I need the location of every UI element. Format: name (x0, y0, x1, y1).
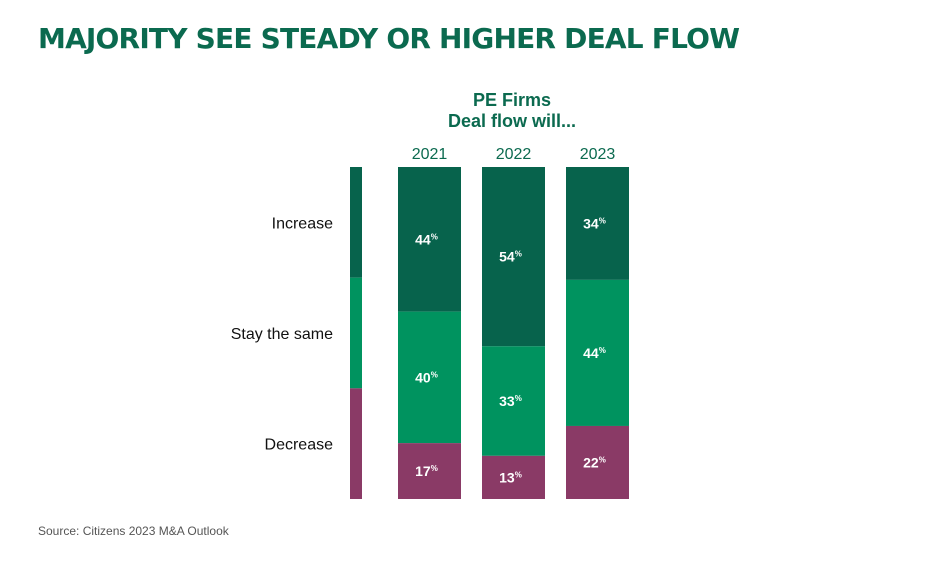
data-label-stay-the-same-2023: 44% (583, 345, 606, 361)
bar-decrease-2022 (482, 455, 545, 499)
data-label-decrease-2021: 17% (415, 463, 438, 479)
data-label-stay-the-same-2022: 33% (499, 393, 522, 409)
bar-decrease-2023 (566, 425, 629, 499)
legend-label-stay-the-same: Stay the same (231, 326, 333, 343)
page-title: MAJORITY SEE STEADY OR HIGHER DEAL FLOW (38, 22, 740, 55)
legend-swatch-decrease (350, 388, 362, 499)
bar-stay-the-same-2023 (566, 279, 629, 426)
data-label-increase-2021: 44% (415, 231, 438, 247)
year-label-2023: 2023 (580, 146, 616, 163)
data-label-decrease-2023: 22% (583, 454, 606, 470)
bar-increase-2022 (482, 167, 545, 347)
source-note: Source: Citizens 2023 M&A Outlook (38, 524, 229, 538)
data-label-stay-the-same-2021: 40% (415, 369, 438, 385)
data-label-decrease-2022: 13% (499, 469, 522, 485)
bar-decrease-2021 (398, 443, 461, 499)
year-label-2022: 2022 (496, 146, 532, 163)
chart-title: PE Firms (472, 90, 552, 110)
bar-stay-the-same-2021 (398, 311, 461, 444)
legend-swatch-increase (350, 167, 362, 278)
data-label-increase-2023: 34% (583, 215, 606, 231)
bar-stay-the-same-2022 (482, 346, 545, 456)
legend-label-increase: Increase (272, 215, 333, 232)
bar-increase-2021 (398, 167, 461, 312)
chart-subtitle: Deal flow will... (447, 111, 577, 131)
bar-increase-2023 (566, 167, 629, 280)
year-label-2021: 2021 (412, 146, 448, 163)
legend-swatch-stay-the-same (350, 277, 362, 389)
legend-label-decrease: Decrease (265, 437, 334, 454)
data-label-increase-2022: 54% (499, 249, 522, 265)
